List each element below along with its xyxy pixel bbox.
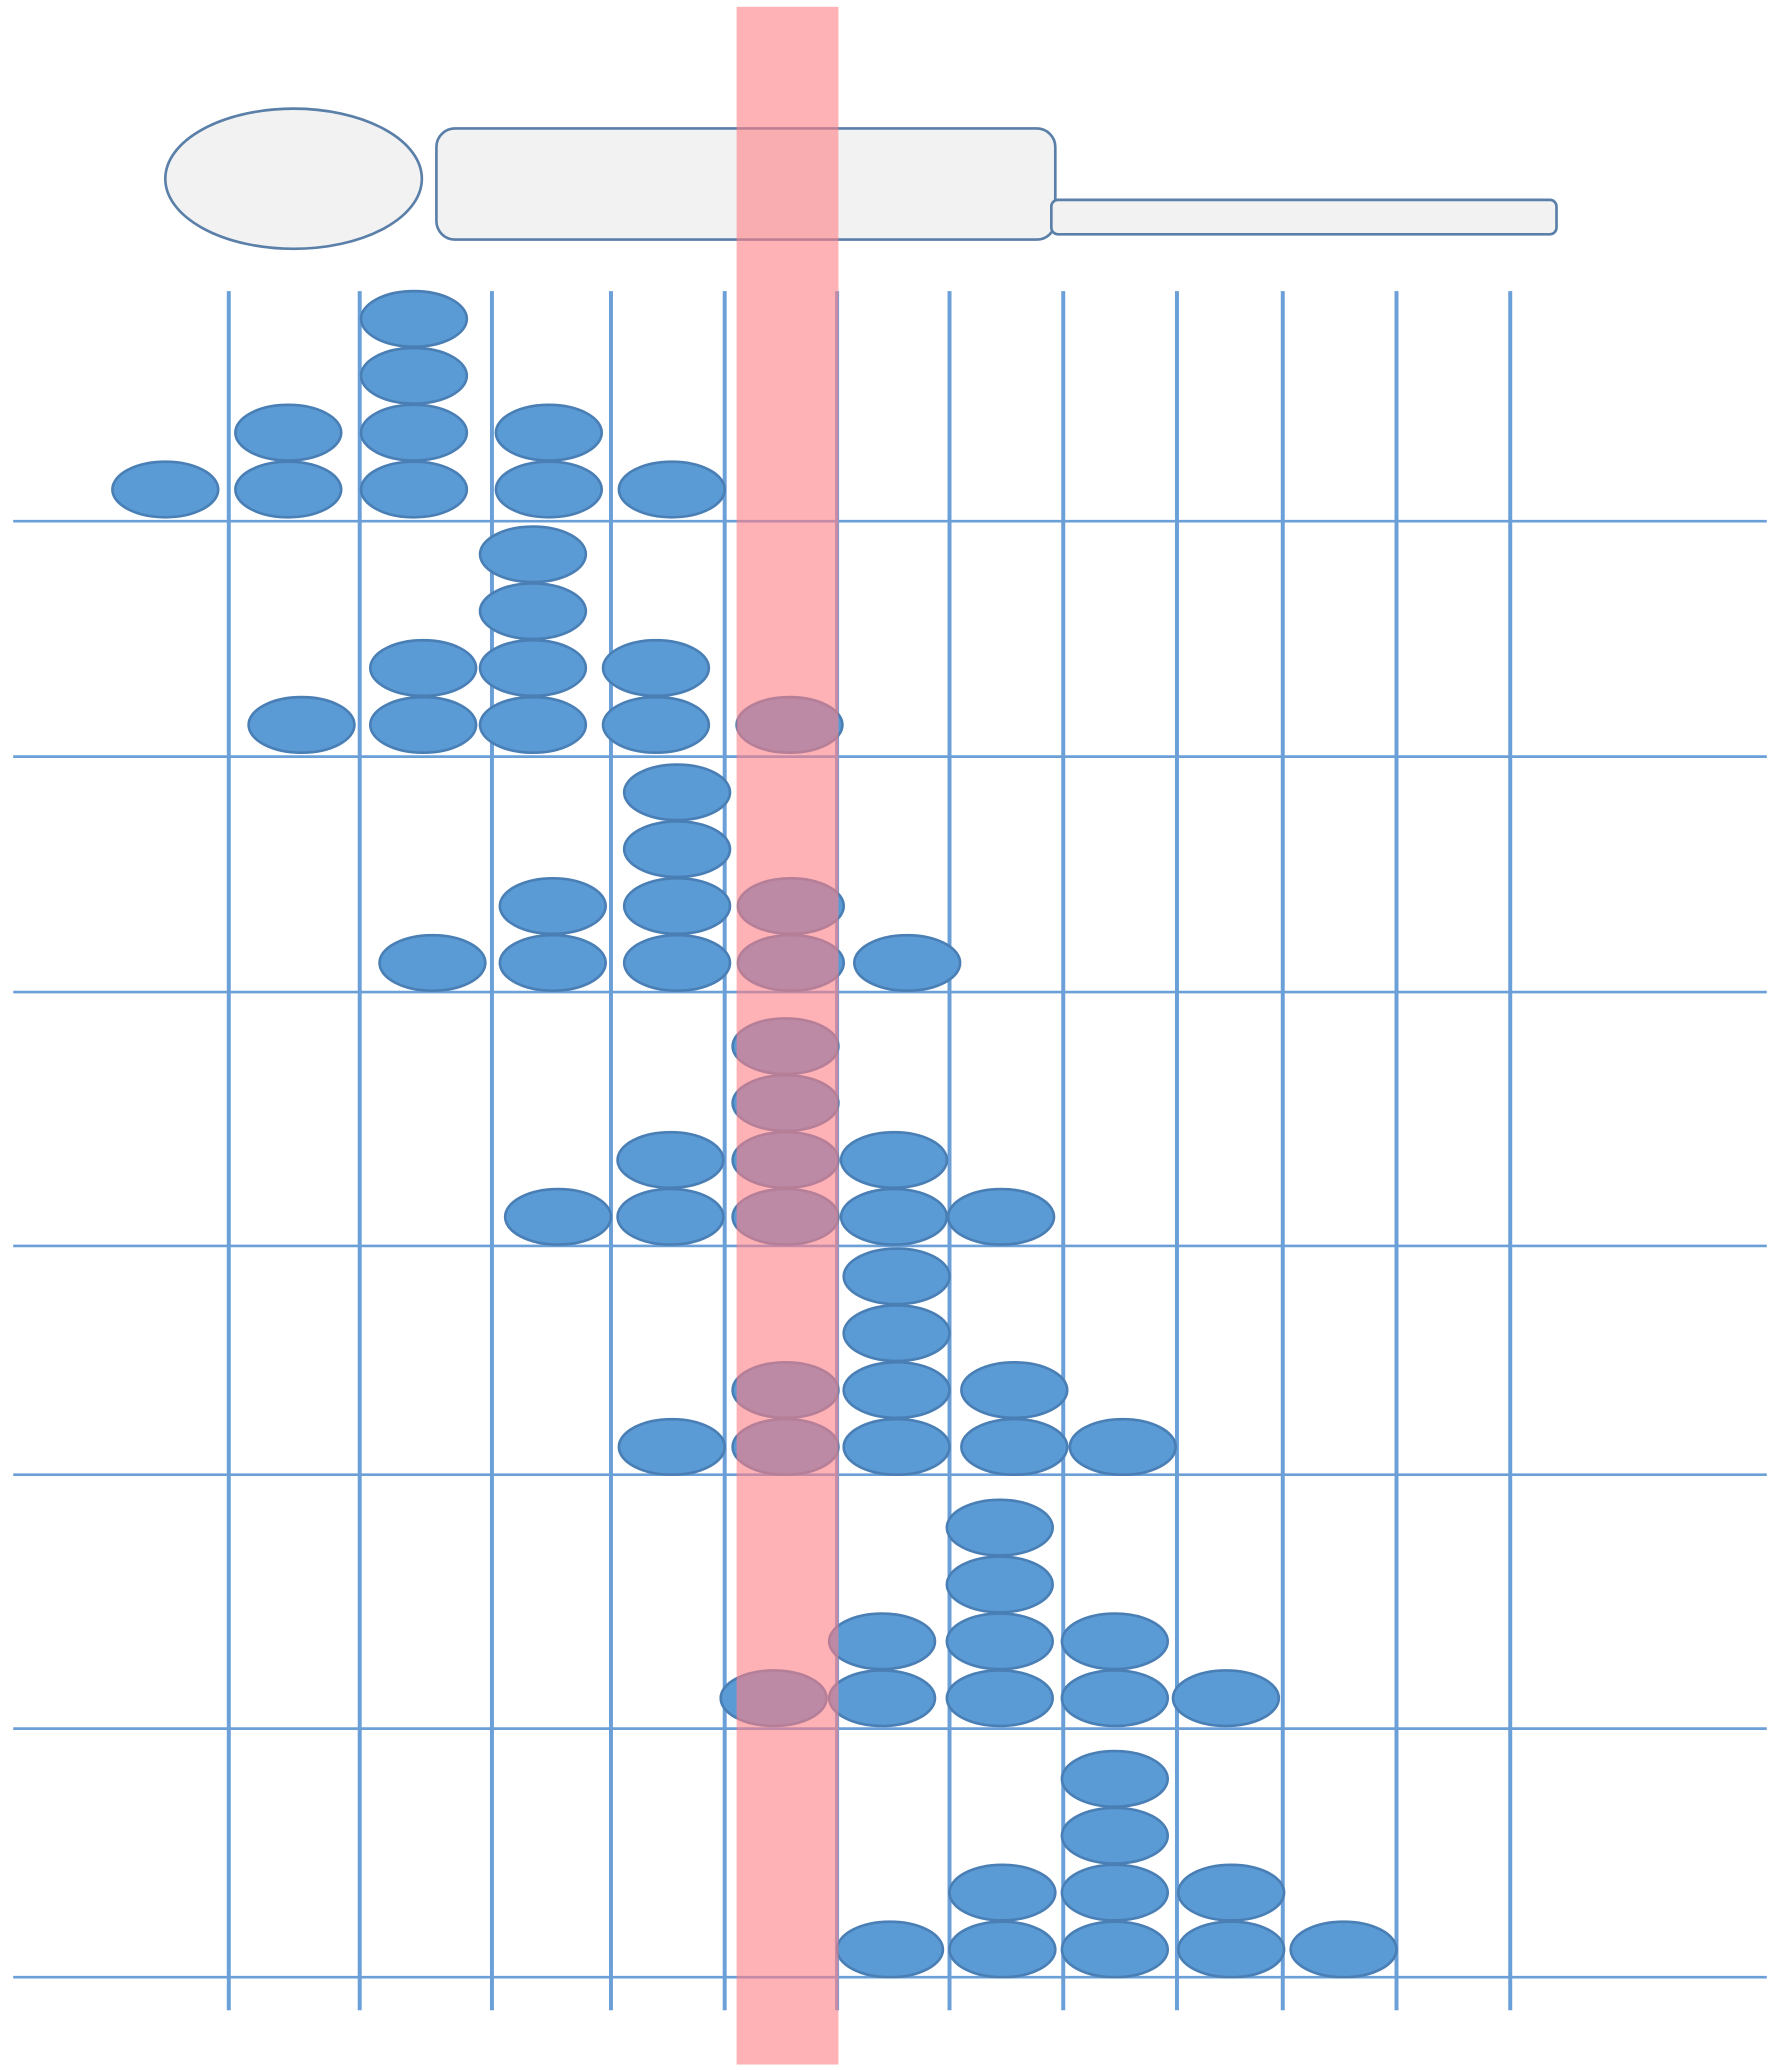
dot <box>960 1417 1069 1477</box>
dot <box>503 1187 613 1246</box>
dot <box>1060 1806 1170 1865</box>
grid <box>13 291 1767 2011</box>
dot <box>1060 1612 1170 1671</box>
dot <box>359 460 469 519</box>
dot <box>601 695 711 754</box>
dot <box>839 1187 949 1246</box>
dot <box>359 289 469 348</box>
dot <box>1060 1749 1170 1808</box>
dot <box>617 1417 727 1477</box>
dot <box>835 1920 945 1979</box>
dot <box>494 403 604 462</box>
dot <box>1176 1863 1286 1922</box>
dot <box>368 638 478 698</box>
dot <box>478 638 588 698</box>
dot <box>498 876 607 936</box>
dot <box>960 1360 1069 1420</box>
dot <box>842 1247 951 1306</box>
dot <box>945 1669 1054 1728</box>
dot <box>478 525 588 584</box>
dot <box>827 1669 937 1728</box>
dot <box>948 1920 1057 1979</box>
dot <box>839 1130 949 1190</box>
dot <box>945 1555 1054 1614</box>
dot <box>617 460 727 519</box>
dot <box>1289 1920 1398 1979</box>
dot <box>622 933 732 993</box>
dot <box>945 1612 1054 1671</box>
dot <box>616 1187 725 1246</box>
dot <box>827 1612 937 1671</box>
dot <box>368 695 478 754</box>
dot <box>111 460 220 519</box>
dot <box>616 1130 725 1190</box>
dot <box>1176 1920 1286 1979</box>
dot <box>945 1498 1054 1557</box>
dot <box>378 933 487 993</box>
tail-shape <box>1050 198 1558 236</box>
dot <box>946 1187 1056 1246</box>
dot <box>622 876 732 936</box>
dot <box>359 403 469 462</box>
dot <box>948 1863 1057 1922</box>
dot <box>1060 1920 1170 1979</box>
dot <box>842 1417 951 1477</box>
dot <box>622 763 732 822</box>
dot <box>1068 1417 1177 1477</box>
dot <box>622 820 732 879</box>
dot <box>478 695 588 754</box>
dot <box>478 582 588 641</box>
highlight-band <box>736 6 839 2065</box>
dot <box>498 933 607 993</box>
dot <box>1060 1863 1170 1922</box>
dot <box>494 460 604 519</box>
dot <box>247 695 356 754</box>
dot <box>601 638 711 698</box>
dot <box>234 460 343 519</box>
head-shape <box>163 107 424 251</box>
dot <box>234 403 343 462</box>
dot <box>842 1360 951 1420</box>
dot <box>1171 1669 1281 1728</box>
dot <box>1060 1669 1170 1728</box>
dot <box>359 346 469 405</box>
dot <box>842 1304 951 1363</box>
dot <box>852 933 962 993</box>
